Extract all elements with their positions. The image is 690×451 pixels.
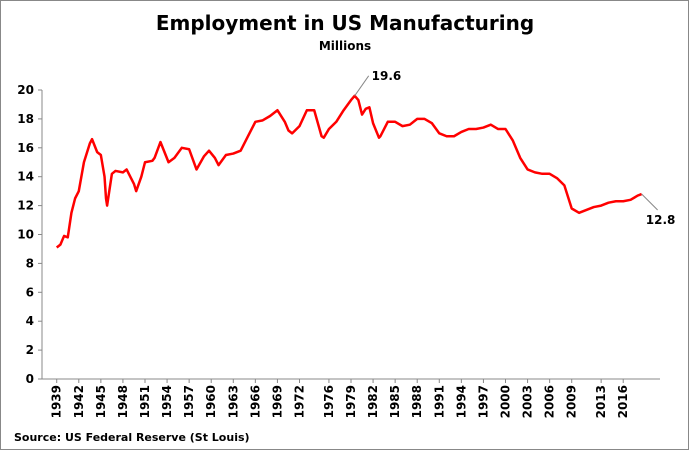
y-tick-label: 18 bbox=[17, 112, 34, 126]
x-tick-label: 1957 bbox=[182, 385, 196, 418]
y-tick-label: 14 bbox=[17, 170, 34, 184]
x-tick-label: 2016 bbox=[616, 385, 630, 418]
x-tick-label: 2009 bbox=[565, 385, 579, 418]
x-tick-label: 1991 bbox=[432, 385, 446, 418]
x-tick-label: 1951 bbox=[138, 385, 152, 418]
x-tick-label: 1945 bbox=[94, 385, 108, 418]
annotation-leader bbox=[354, 75, 370, 97]
y-tick-label: 12 bbox=[17, 199, 34, 213]
y-tick-label: 20 bbox=[17, 83, 34, 97]
x-tick-label: 1948 bbox=[116, 385, 130, 418]
x-tick-label: 2013 bbox=[594, 385, 608, 418]
x-tick-label: 1985 bbox=[388, 385, 402, 418]
y-tick-label: 8 bbox=[26, 256, 34, 270]
y-tick-label: 16 bbox=[17, 141, 34, 155]
x-tick-label: 1976 bbox=[322, 385, 336, 418]
y-tick-label: 6 bbox=[26, 285, 34, 299]
x-tick-label: 1972 bbox=[293, 385, 307, 418]
y-tick-label: 0 bbox=[26, 372, 34, 386]
x-tick-label: 1963 bbox=[226, 385, 240, 418]
y-tick-label: 4 bbox=[26, 314, 34, 328]
chart-title: Employment in US Manufacturing bbox=[156, 11, 534, 35]
y-tick-label: 2 bbox=[26, 343, 34, 357]
annotation-label: 19.6 bbox=[372, 69, 402, 83]
chart-subtitle: Millions bbox=[319, 39, 371, 53]
x-tick-label: 1969 bbox=[270, 385, 284, 418]
x-tick-label: 2000 bbox=[499, 385, 513, 418]
x-tick-label: 1954 bbox=[160, 385, 174, 418]
line-series bbox=[55, 94, 643, 249]
x-tick-label: 1988 bbox=[410, 385, 424, 418]
x-tick-label: 1939 bbox=[50, 385, 64, 418]
x-tick-label: 1960 bbox=[204, 385, 218, 418]
x-tick-label: 2003 bbox=[521, 385, 535, 418]
x-tick-label: 1982 bbox=[366, 385, 380, 418]
x-tick-label: 2006 bbox=[543, 385, 557, 418]
x-tick-label: 1994 bbox=[454, 385, 468, 418]
x-tick-label: 1942 bbox=[72, 385, 86, 418]
annotation-label: 12.8 bbox=[646, 213, 676, 227]
y-tick-label: 10 bbox=[17, 228, 34, 242]
x-tick-label: 1997 bbox=[476, 385, 490, 418]
x-tick-label: 1979 bbox=[344, 385, 358, 418]
annotation-leader bbox=[641, 193, 658, 211]
source-note: Source: US Federal Reserve (St Louis) bbox=[14, 431, 250, 444]
x-tick-label: 1966 bbox=[248, 385, 262, 418]
